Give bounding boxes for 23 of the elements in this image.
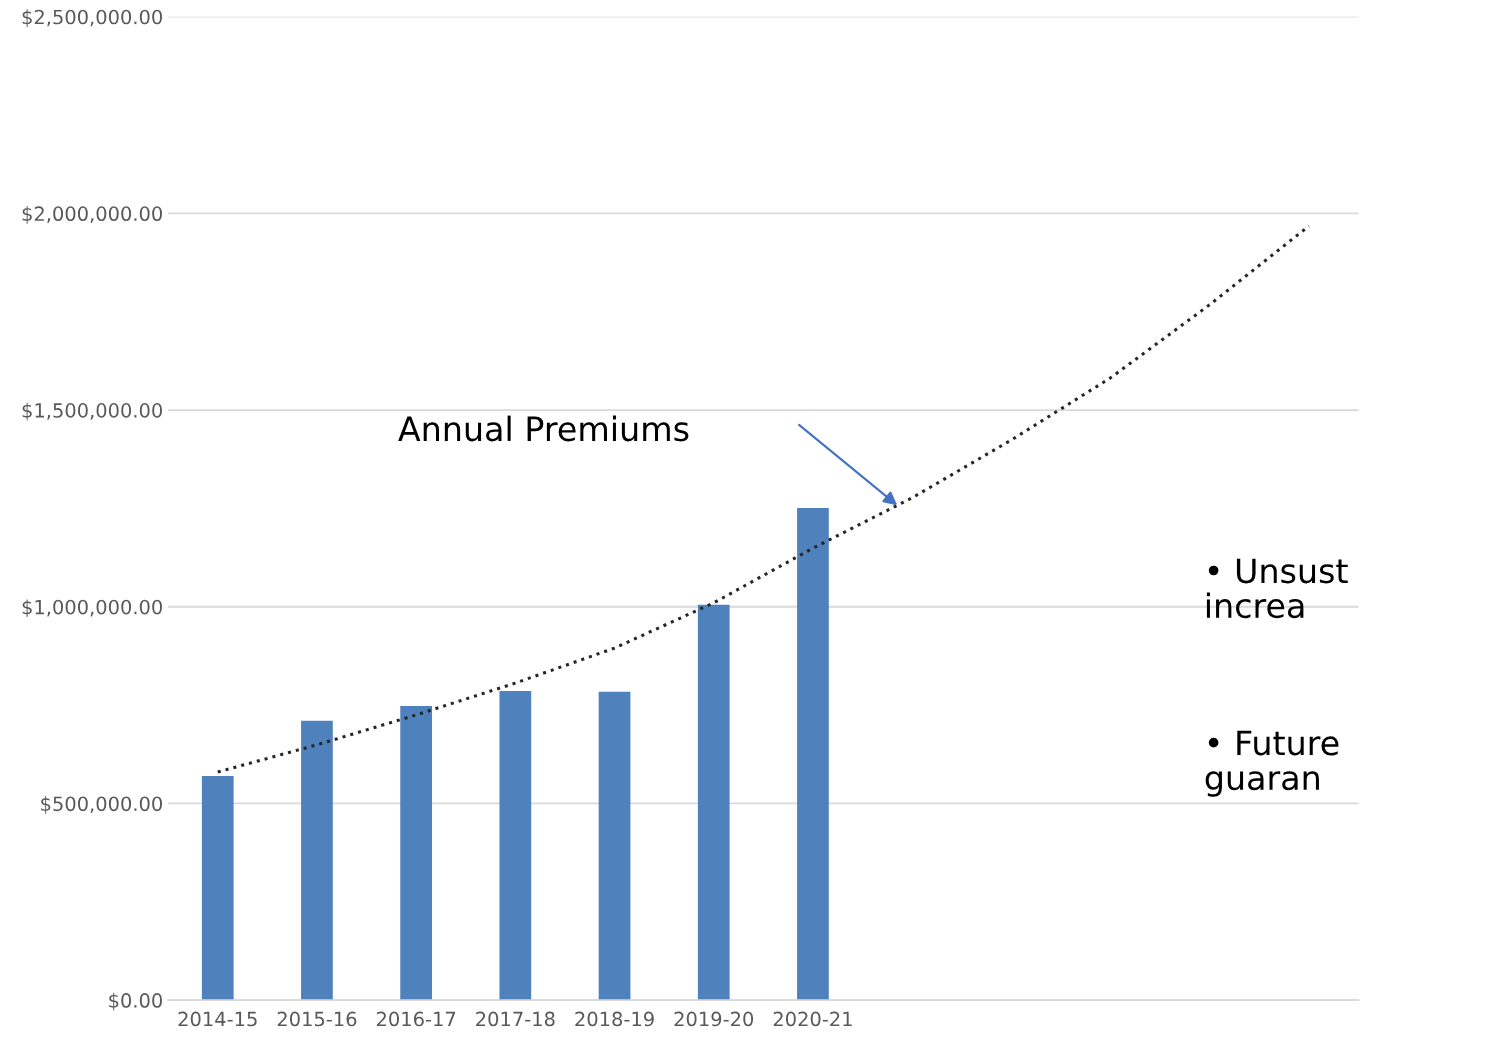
annotation: Annual Premiums (398, 415, 689, 442)
y-tick-label: $1,500,000.00 (22, 402, 162, 421)
y-tick-label: $2,500,000.00 (22, 9, 162, 27)
x-tick-label: 2017-18 (476, 1011, 555, 1027)
y-tick-label: $1,000,000.00 (22, 599, 162, 618)
annotation: • Future guaran (1205, 730, 1339, 797)
bar (697, 604, 730, 1001)
x-tick-label: 2014-15 (178, 1011, 257, 1027)
x-tick-label: 2019-20 (674, 1011, 754, 1027)
x-tick-label: 2016-17 (376, 1011, 456, 1027)
bar (598, 691, 631, 1001)
bar (499, 690, 532, 1001)
x-tick-label: 2015-16 (277, 1011, 357, 1027)
y-tick-label: $2,000,000.00 (22, 206, 162, 224)
x-tick-label: 2020-21 (773, 1011, 852, 1027)
y-tick-label: $500,000.00 (41, 796, 162, 814)
y-tick-label: $0.00 (109, 992, 162, 1011)
bar (201, 775, 234, 1001)
bar (797, 508, 829, 1001)
bar (400, 705, 433, 1001)
bar (301, 720, 333, 1001)
x-tick-label: 2018-19 (575, 1011, 654, 1027)
annotation: • Unsust increa (1206, 558, 1348, 619)
